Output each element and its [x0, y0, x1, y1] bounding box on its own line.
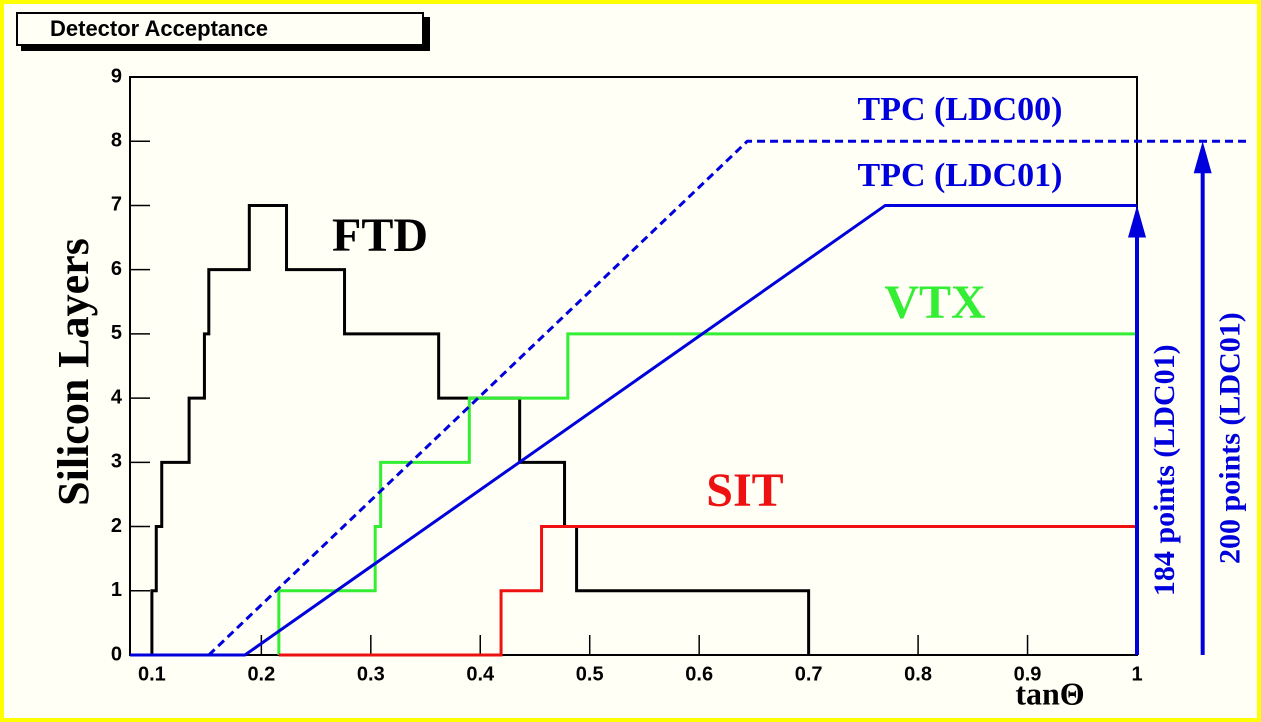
y-tick-label: 1 [111, 579, 122, 601]
chart-title: Detector Acceptance [50, 16, 268, 41]
series-label: VTX [884, 276, 986, 329]
annotation: 184 points (LDC01) [1148, 344, 1181, 596]
annotation: 200 points (LDC01) [1214, 312, 1247, 564]
y-tick-label: 9 [111, 65, 122, 87]
series-label: TPC (LDC01) [858, 157, 1063, 194]
y-tick-label: 2 [111, 515, 122, 537]
x-tick-label: 0.2 [247, 663, 275, 685]
y-tick-label: 3 [111, 451, 122, 473]
arrow-head [1193, 141, 1212, 174]
x-tick-label: 0.9 [1014, 663, 1042, 685]
x-tick-label: 0.4 [466, 663, 495, 685]
series-label: SIT [706, 464, 783, 517]
series-label: FTD [332, 209, 428, 262]
title-box [16, 12, 424, 46]
series-line [207, 139, 1247, 657]
x-tick-label: 0.5 [576, 663, 604, 685]
series-line [278, 525, 1137, 657]
y-tick-label: 8 [111, 130, 122, 152]
x-tick-label: 0.7 [795, 663, 823, 685]
y-tick-label: 4 [111, 386, 123, 408]
y-axis-label: Silicon Layers [49, 238, 98, 506]
arrow-head [1128, 205, 1146, 238]
x-tick-label: 0.1 [138, 663, 166, 685]
series-label: TPC (LDC00) [858, 91, 1063, 128]
x-tick-label: 1 [1131, 663, 1142, 685]
x-tick-label: 0.6 [685, 663, 713, 685]
y-tick-label: 0 [111, 643, 122, 665]
x-axis-label: tanΘ [1015, 675, 1084, 711]
series-line [130, 203, 811, 657]
series-line [130, 203, 1137, 657]
y-tick-label: 7 [111, 194, 122, 216]
x-tick-label: 0.8 [904, 663, 932, 685]
y-tick-label: 5 [111, 322, 122, 344]
x-tick-label: 0.3 [357, 663, 385, 685]
series-line [277, 332, 1137, 655]
y-tick-label: 6 [111, 258, 122, 280]
